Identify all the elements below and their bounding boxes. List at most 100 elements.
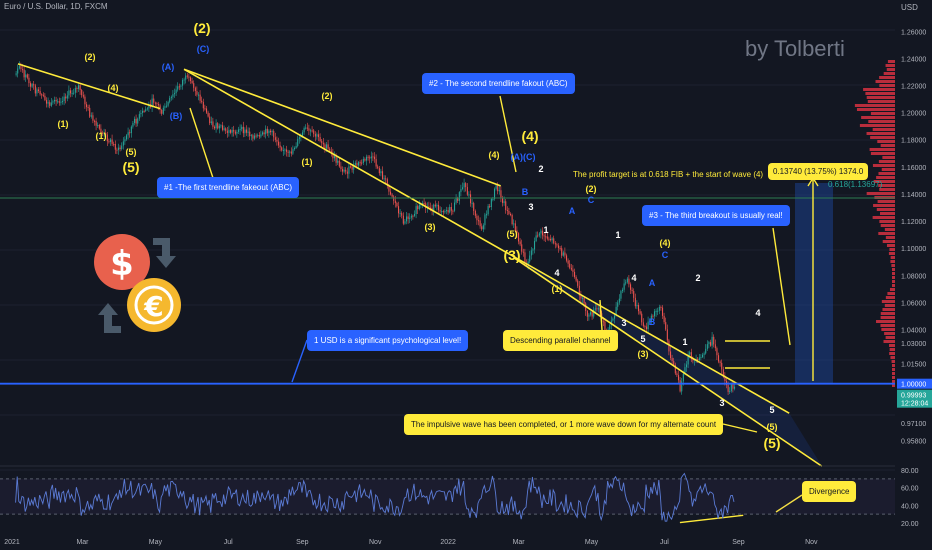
candle-body xyxy=(570,267,572,270)
candle-body xyxy=(39,91,41,95)
volume-bar xyxy=(879,76,895,79)
candle-body xyxy=(514,223,516,231)
candle-body xyxy=(297,139,299,146)
candle-body xyxy=(332,152,334,159)
candle-body xyxy=(148,104,150,109)
candle-body xyxy=(61,101,64,103)
rsi-tick: 60.00 xyxy=(901,486,919,493)
volume-bar xyxy=(869,148,895,151)
candle-body xyxy=(385,178,387,180)
candle-body xyxy=(449,206,451,213)
candle-body xyxy=(412,215,414,217)
note-third-breakout: #3 - The third breakout is usually real! xyxy=(642,205,790,226)
price-tick: 0.95800 xyxy=(901,439,926,446)
volume-bar xyxy=(865,92,895,95)
candle-body xyxy=(20,66,22,70)
candle-body xyxy=(561,248,563,256)
time-tick: 2021 xyxy=(4,539,20,546)
volume-bar xyxy=(866,96,895,99)
candle-body xyxy=(207,112,209,117)
candle-body xyxy=(497,185,499,192)
candle-body xyxy=(433,204,435,211)
watermark: by Tolberti xyxy=(745,36,845,61)
candle-body xyxy=(538,233,540,236)
symbol-title: Euro / U.S. Dollar, 1D, FXCM xyxy=(4,2,108,11)
candle-body xyxy=(626,278,628,283)
candle-body xyxy=(583,297,585,304)
candle-body xyxy=(369,157,371,159)
candle-body xyxy=(428,206,430,208)
candle-body xyxy=(333,155,336,159)
volume-bar xyxy=(867,100,895,103)
wave-label: (3) xyxy=(503,247,520,263)
candle-body xyxy=(621,289,624,292)
candle-body xyxy=(236,131,238,134)
candle-body xyxy=(361,162,363,164)
candle-body xyxy=(695,358,697,360)
candle-body xyxy=(340,166,342,170)
candle-body xyxy=(671,358,673,362)
candle-body xyxy=(252,135,254,139)
volume-profile xyxy=(854,60,895,387)
candle-body xyxy=(551,238,553,241)
wave-label: (5) xyxy=(767,422,778,432)
volume-bar xyxy=(886,244,895,247)
volume-bar xyxy=(889,348,895,351)
volume-bar xyxy=(854,104,895,107)
candle-body xyxy=(676,373,678,376)
candle-body xyxy=(85,104,88,108)
candle-body xyxy=(716,348,718,356)
volume-bar xyxy=(878,160,895,163)
candle-body xyxy=(199,94,201,101)
channel-upper xyxy=(183,68,790,414)
candle-body xyxy=(476,215,478,221)
candle-body xyxy=(444,210,446,213)
candle-body xyxy=(325,144,328,149)
candle-body xyxy=(351,166,353,170)
euro-sign: € xyxy=(143,290,163,323)
price-tick: 1.14000 xyxy=(901,192,926,199)
price-usd-tag xyxy=(897,378,932,389)
candle-body xyxy=(124,139,126,142)
candle-body xyxy=(573,271,576,277)
candle-body xyxy=(194,87,196,92)
candle-body xyxy=(228,130,230,133)
currency-exchange-icon: $€ xyxy=(94,234,181,333)
candle-body xyxy=(141,110,144,113)
volume-bar xyxy=(892,372,895,375)
axes: 1.26000 1.24000 1.22000 1.20000 1.18000 1.160… xyxy=(4,29,932,546)
candle-body xyxy=(578,285,580,296)
candle-body xyxy=(106,134,108,142)
wave-label: (5) xyxy=(763,435,780,451)
candle-body xyxy=(682,373,684,382)
candle-body xyxy=(316,134,318,137)
candle-body xyxy=(461,187,464,189)
candle-body xyxy=(445,210,448,212)
candle-body xyxy=(645,326,648,330)
volume-bar xyxy=(879,188,895,191)
volume-bar xyxy=(872,128,895,131)
countdown-text: 12:28:04 xyxy=(901,401,928,408)
candle-body xyxy=(556,244,558,246)
last-price-tag xyxy=(897,389,932,408)
candle-body xyxy=(255,135,257,137)
wave-label: (3) xyxy=(425,222,436,232)
candle-body xyxy=(500,190,502,198)
candle-body xyxy=(647,321,649,330)
candle-body xyxy=(69,90,72,94)
candle-body xyxy=(559,248,561,250)
candle-body xyxy=(554,243,556,245)
candle-body xyxy=(319,137,321,142)
candle-body xyxy=(92,115,94,121)
candle-body xyxy=(116,149,118,151)
candle-body xyxy=(493,188,496,199)
candle-body xyxy=(410,215,412,218)
wave-label: (4) xyxy=(660,238,671,248)
candle-body xyxy=(421,203,424,205)
candle-body xyxy=(253,135,256,139)
candle-body xyxy=(68,90,70,96)
divergence-line xyxy=(679,514,744,524)
volume-bar xyxy=(889,352,895,355)
candle-body xyxy=(234,131,236,134)
candle-body xyxy=(705,348,707,354)
